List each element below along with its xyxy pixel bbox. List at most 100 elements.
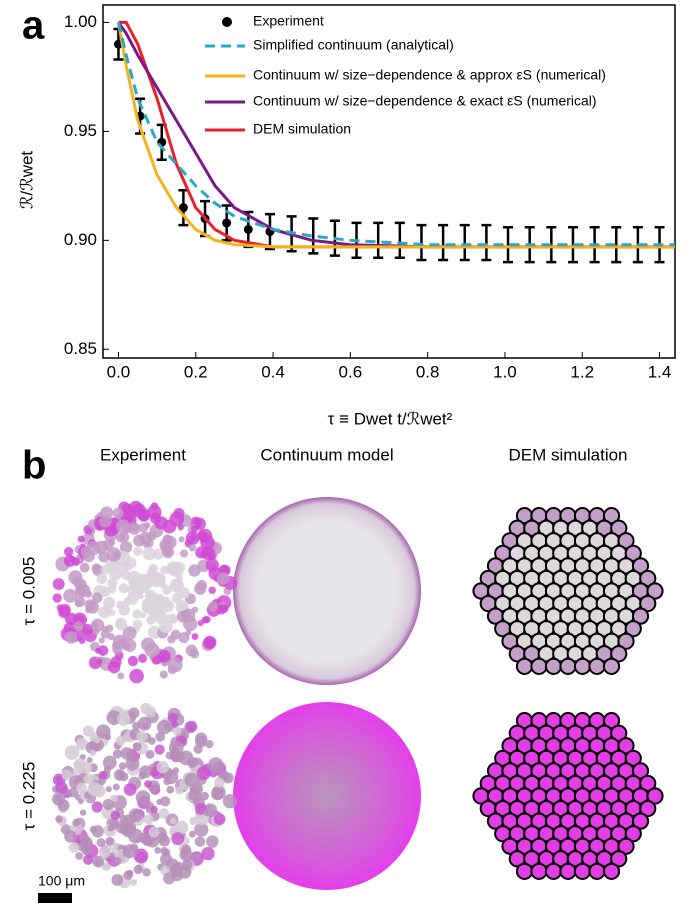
droplet	[132, 609, 142, 619]
particle	[515, 657, 534, 675]
droplet	[87, 782, 102, 797]
particle	[602, 657, 621, 675]
legend-marker	[222, 17, 232, 27]
particle	[530, 862, 548, 880]
particle	[624, 544, 642, 562]
droplet	[107, 825, 114, 832]
droplet	[98, 846, 111, 858]
droplet	[109, 609, 116, 616]
particle	[602, 507, 621, 525]
droplet	[73, 621, 84, 632]
droplet	[146, 615, 156, 625]
droplet	[63, 588, 78, 603]
droplet	[79, 562, 90, 573]
droplet	[171, 720, 179, 728]
droplet	[100, 564, 111, 575]
droplet	[144, 780, 152, 788]
droplet	[98, 770, 108, 780]
droplet	[184, 772, 199, 787]
droplet	[74, 596, 86, 607]
droplet	[132, 742, 142, 752]
x-axis-label: τ ≡ Dwet t/ℛwet²	[328, 409, 453, 428]
droplet	[96, 573, 108, 584]
droplet	[96, 838, 106, 848]
droplet	[119, 540, 133, 554]
droplet	[112, 749, 123, 759]
droplet	[122, 844, 137, 859]
droplet	[178, 536, 185, 543]
droplet	[92, 855, 105, 868]
continuum-disk	[233, 702, 421, 890]
droplet	[179, 848, 193, 862]
particle	[617, 837, 635, 855]
droplet	[96, 724, 111, 739]
droplet	[85, 741, 99, 754]
droplet	[52, 593, 62, 603]
droplet	[154, 598, 162, 606]
droplet	[170, 817, 177, 825]
droplet	[104, 863, 111, 871]
droplet	[123, 870, 133, 880]
droplet	[147, 625, 162, 639]
droplet	[99, 514, 112, 528]
error-bar	[459, 223, 470, 262]
droplet	[102, 626, 109, 633]
droplet	[190, 534, 198, 541]
droplet	[188, 790, 199, 801]
droplet	[189, 816, 198, 826]
particle	[610, 850, 628, 868]
plot-area	[113, 20, 675, 264]
droplet	[133, 534, 146, 547]
droplet	[89, 825, 98, 834]
continuum-disk	[233, 497, 421, 685]
droplet	[120, 747, 134, 760]
particle	[624, 749, 642, 767]
droplet	[158, 834, 171, 847]
droplet	[133, 848, 149, 864]
droplet	[144, 642, 160, 658]
droplet	[182, 616, 198, 631]
particle	[624, 825, 642, 843]
droplet	[178, 632, 190, 644]
droplet	[175, 786, 184, 795]
droplet	[173, 507, 185, 519]
droplet	[142, 723, 149, 730]
droplet	[203, 635, 217, 650]
droplet	[188, 544, 197, 552]
droplet	[154, 744, 165, 755]
x-tick-label: 0.6	[339, 362, 363, 381]
droplet	[138, 772, 146, 780]
droplet	[73, 760, 81, 769]
droplet	[83, 773, 95, 785]
particle	[610, 519, 628, 537]
series-line	[118, 20, 675, 249]
droplet	[142, 546, 156, 561]
droplet	[156, 720, 172, 735]
droplet	[110, 794, 118, 803]
droplet	[168, 740, 184, 756]
droplet	[117, 672, 125, 680]
droplet	[119, 814, 129, 824]
column-title: Continuum model	[260, 445, 393, 464]
droplet	[163, 778, 171, 786]
droplet	[59, 603, 71, 616]
legend-label: Simplified continuum (analytical)	[253, 37, 454, 53]
droplet	[91, 592, 103, 604]
scale-bar	[38, 893, 72, 903]
x-tick-label: 1.0	[493, 362, 517, 381]
particle	[617, 532, 635, 550]
droplet	[168, 614, 178, 624]
droplet	[194, 836, 206, 847]
particle	[639, 799, 657, 818]
legend-label: DEM simulation	[253, 121, 351, 137]
error-bar	[394, 221, 405, 260]
droplet	[127, 655, 139, 667]
droplet	[211, 785, 226, 800]
experiment-point	[178, 203, 188, 213]
droplet	[91, 801, 103, 813]
droplet	[128, 522, 141, 535]
droplet	[113, 769, 126, 781]
droplet	[154, 516, 168, 530]
droplet	[102, 755, 117, 770]
droplet	[100, 629, 110, 639]
